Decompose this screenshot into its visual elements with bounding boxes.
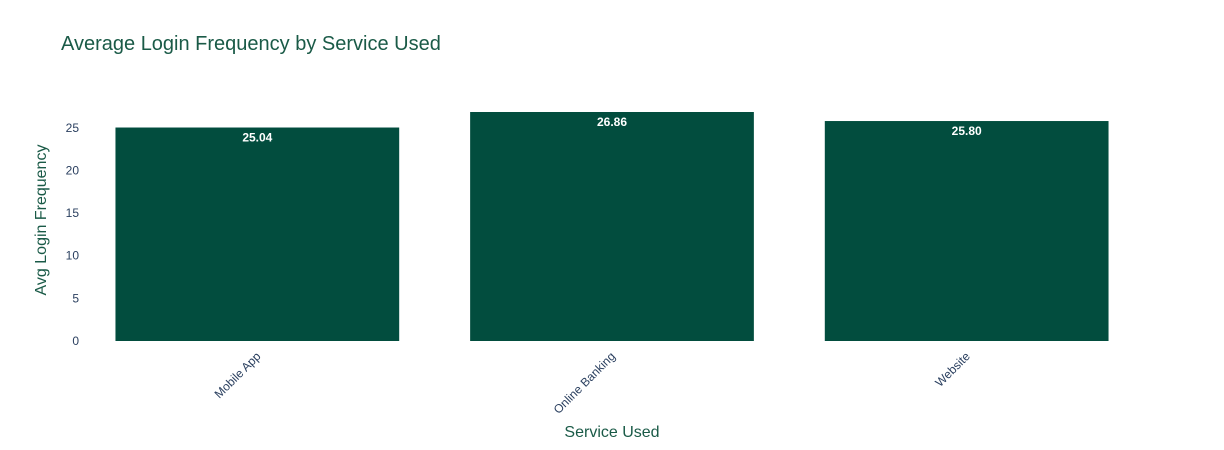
y-tick-label: 10 xyxy=(66,249,80,263)
y-tick-label: 5 xyxy=(72,291,79,305)
x-tick-label: Online Banking xyxy=(551,349,618,416)
y-tick-label: 0 xyxy=(72,334,79,348)
bar-value-label: 25.04 xyxy=(242,131,272,145)
y-tick-label: 15 xyxy=(66,206,80,220)
y-axis-ticks: 0 5 10 15 20 25 xyxy=(66,121,80,348)
bar xyxy=(470,112,754,341)
y-tick-label: 25 xyxy=(66,121,80,135)
bar-value-label: 26.86 xyxy=(597,115,627,129)
x-tick-label: Website xyxy=(932,349,973,390)
y-axis-title: Avg Login Frequency xyxy=(33,145,50,296)
bars xyxy=(115,112,1109,341)
bar-value-labels: 25.04 26.86 25.80 xyxy=(242,115,982,145)
bar xyxy=(115,127,400,341)
x-axis-title: Service Used xyxy=(564,424,659,441)
x-tick-label: Mobile App xyxy=(212,349,264,401)
bar-value-label: 25.80 xyxy=(952,124,982,138)
x-axis-ticks: Mobile App Online Banking Website xyxy=(212,349,973,417)
chart-title: Average Login Frequency by Service Used xyxy=(61,33,441,55)
bar xyxy=(824,121,1109,341)
y-tick-label: 20 xyxy=(66,163,80,177)
